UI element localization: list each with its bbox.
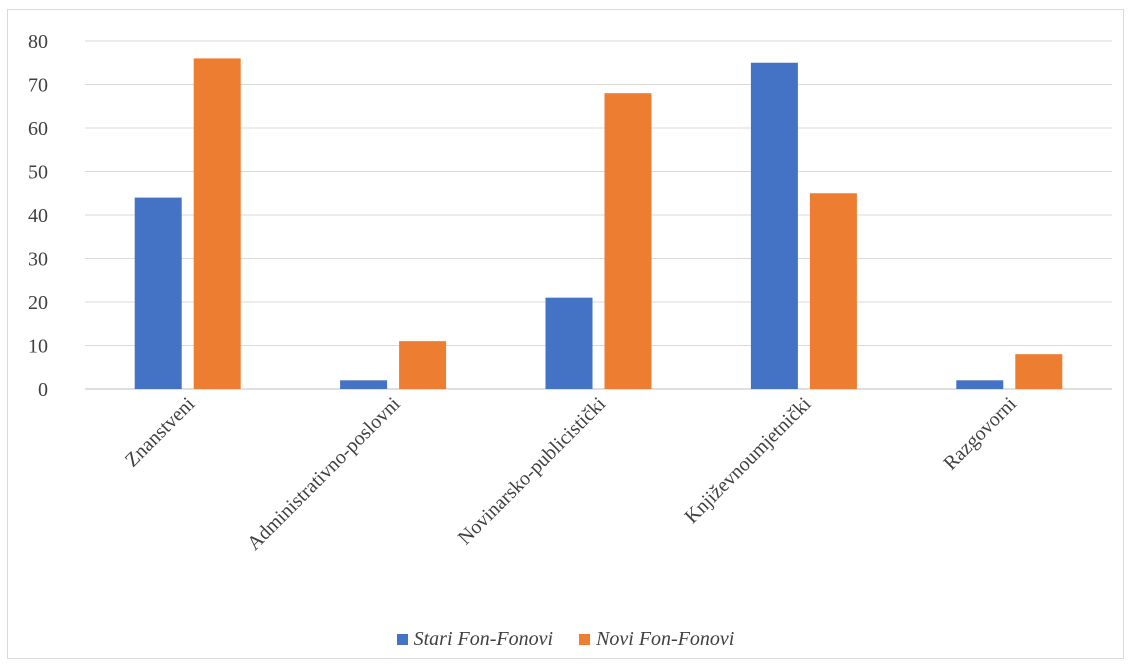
gridlines (85, 40, 1112, 390)
bar-novi-2 (604, 93, 652, 389)
legend-swatch-novi (579, 633, 591, 645)
legend-item-stari: Stari Fon-Fonovi (396, 627, 554, 651)
bar-stari-4 (956, 380, 1004, 389)
bar-novi-0 (193, 58, 241, 390)
y-tick-label: 70 (28, 75, 48, 97)
bar-stari-3 (750, 62, 798, 389)
y-tick-label: 30 (28, 249, 48, 271)
bar-novi-1 (399, 341, 447, 389)
y-tick-label: 20 (28, 292, 48, 314)
x-category-label: Književnoumjetnički (680, 393, 815, 528)
x-category-label: Novinarsko-publicistički (454, 393, 610, 549)
legend-label-novi: Novi Fon-Fonovi (596, 627, 735, 650)
bar-stari-1 (340, 380, 388, 389)
y-tick-label: 80 (28, 31, 48, 53)
x-category-label: Znanstveni (121, 393, 200, 472)
x-category-label: Razgovorni (939, 393, 1021, 475)
y-tick-label: 10 (28, 336, 48, 358)
y-tick-label: 60 (28, 118, 48, 140)
y-tick-label: 0 (38, 379, 48, 401)
x-axis-labels: Znanstveni Administrativno-poslovni Novina… (121, 393, 1021, 555)
bars (134, 58, 1063, 390)
bar-stari-0 (134, 197, 182, 389)
y-tick-label: 50 (28, 162, 48, 184)
bar-novi-4 (1015, 354, 1063, 389)
x-category-label: Administrativno-poslovni (243, 393, 405, 555)
legend: Stari Fon-Fonovi Novi Fon-Fonovi (0, 627, 1131, 651)
bar-novi-3 (809, 193, 857, 389)
y-tick-label: 40 (28, 205, 48, 227)
bar-stari-2 (545, 297, 593, 389)
legend-swatch-stari (396, 633, 408, 645)
bar-chart: 0 10 20 30 40 50 60 70 80 Znanstveni Administrati… (28, 31, 1112, 555)
legend-label-stari: Stari Fon-Fonovi (413, 627, 554, 650)
y-axis-ticks: 0 10 20 30 40 50 60 70 80 (28, 31, 48, 401)
legend-item-novi: Novi Fon-Fonovi (579, 628, 734, 651)
